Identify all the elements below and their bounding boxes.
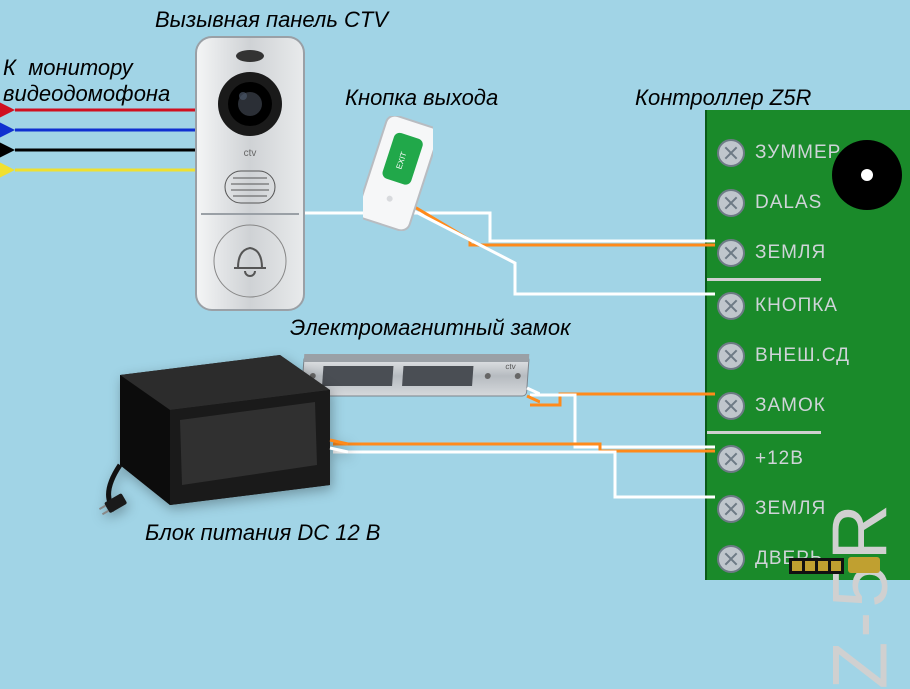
wire-psu-to-zemlya2 (333, 452, 715, 497)
screw-icon (717, 342, 745, 370)
terminal-+12в: +12В (707, 434, 827, 484)
wire-psu-to-12v (333, 444, 715, 451)
controller-side-text: Z-5R (814, 500, 905, 689)
terminal-label: КНОПКА (755, 295, 838, 317)
terminal-block: ЗУММЕР DALAS ЗЕМЛЯ КНОПКАВНЕШ.СД ЗАМОК +12В ЗЕ… (707, 128, 827, 584)
terminal-земля: ЗЕМЛЯ (707, 484, 827, 534)
wire-maglock-to-zamok (530, 394, 715, 405)
svg-text:ctv: ctv (244, 148, 257, 159)
terminal-кнопка: КНОПКА (707, 281, 827, 331)
terminal-label: DALAS (755, 192, 822, 214)
monitor-arrows (0, 100, 200, 220)
wire-exit-to-knopka (408, 208, 715, 294)
terminal-dalas: DALAS (707, 178, 827, 228)
label-ctv: Вызывная панель CTV (155, 7, 388, 33)
screw-icon (717, 139, 745, 167)
exit-button: EXIT (363, 116, 433, 231)
label-exit: Кнопка выхода (345, 85, 498, 111)
pin-header (789, 558, 880, 574)
terminal-label: ЗЕМЛЯ (755, 498, 826, 520)
terminal-label: ЗАМОК (755, 395, 826, 417)
screw-icon (717, 392, 745, 420)
power-supply (80, 345, 350, 520)
terminal-label: +12В (755, 448, 804, 470)
screw-icon (717, 545, 745, 573)
terminal-label: ЗУММЕР (755, 142, 841, 164)
label-psu: Блок питания DC 12 В (145, 520, 380, 546)
buzzer-icon (832, 140, 902, 210)
terminal-внеш.сд: ВНЕШ.СД (707, 331, 827, 381)
terminal-зуммер: ЗУММЕР (707, 128, 827, 178)
ctv-call-panel: ctv (195, 36, 305, 311)
screw-icon (717, 445, 745, 473)
label-maglock: Электромагнитный замок (290, 315, 571, 341)
screw-icon (717, 495, 745, 523)
svg-text:ctv: ctv (505, 362, 516, 371)
screw-icon (717, 292, 745, 320)
label-controller: Контроллер Z5R (635, 85, 811, 111)
terminal-земля: ЗЕМЛЯ (707, 228, 827, 278)
controller-z5r: Z-5R ЗУММЕРDALASЗЕМЛЯКНОПКАВНЕШ.СДЗАМОК+… (705, 110, 910, 580)
terminal-label: ЗЕМЛЯ (755, 242, 826, 264)
screw-icon (717, 189, 745, 217)
screw-icon (717, 239, 745, 267)
terminal-label: ВНЕШ.СД (755, 345, 850, 367)
wire-exit-to-zemlya (403, 200, 715, 245)
wire-maglock-to-12v (530, 395, 715, 447)
terminal-замок: ЗАМОК (707, 381, 827, 431)
